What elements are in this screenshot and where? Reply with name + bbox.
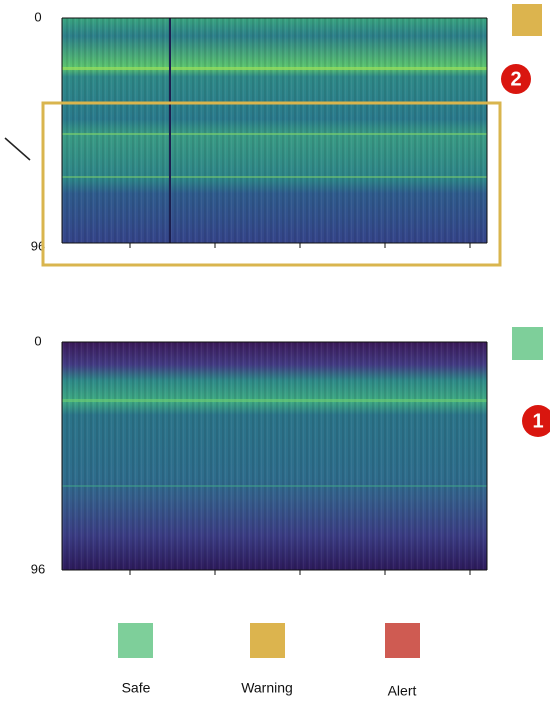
heatmap-band bbox=[62, 485, 487, 487]
badge-number: 1 bbox=[532, 410, 543, 432]
status-swatch bbox=[512, 4, 542, 36]
heatmap-band bbox=[62, 133, 487, 135]
x-ticks bbox=[130, 570, 470, 575]
y-label: 96 bbox=[31, 561, 45, 576]
legend-swatch bbox=[118, 623, 153, 658]
legend-label: Alert bbox=[388, 683, 417, 699]
badge-number: 2 bbox=[510, 68, 521, 90]
legend-label: Warning bbox=[241, 680, 293, 696]
heatmap-band bbox=[62, 67, 487, 70]
pointer-line bbox=[5, 138, 30, 160]
heatmap-texture bbox=[62, 342, 487, 570]
legend-swatch bbox=[385, 623, 420, 658]
y-label: 0 bbox=[34, 9, 41, 24]
legend-swatch bbox=[250, 623, 285, 658]
heatmap-texture bbox=[62, 18, 487, 243]
status-swatch bbox=[512, 327, 543, 360]
heatmap-top: 0 96 2 bbox=[5, 4, 542, 265]
legend-label: Safe bbox=[122, 680, 151, 696]
legend: Safe Warning Alert bbox=[118, 623, 420, 699]
heatmap-band bbox=[62, 176, 487, 178]
heatmap-band bbox=[62, 399, 487, 402]
x-ticks bbox=[130, 243, 470, 248]
figure: 0 96 2 0 96 1 Safe Warning Alert bbox=[0, 0, 550, 703]
y-label: 0 bbox=[34, 333, 41, 348]
heatmap-bottom: 0 96 1 bbox=[31, 327, 550, 576]
